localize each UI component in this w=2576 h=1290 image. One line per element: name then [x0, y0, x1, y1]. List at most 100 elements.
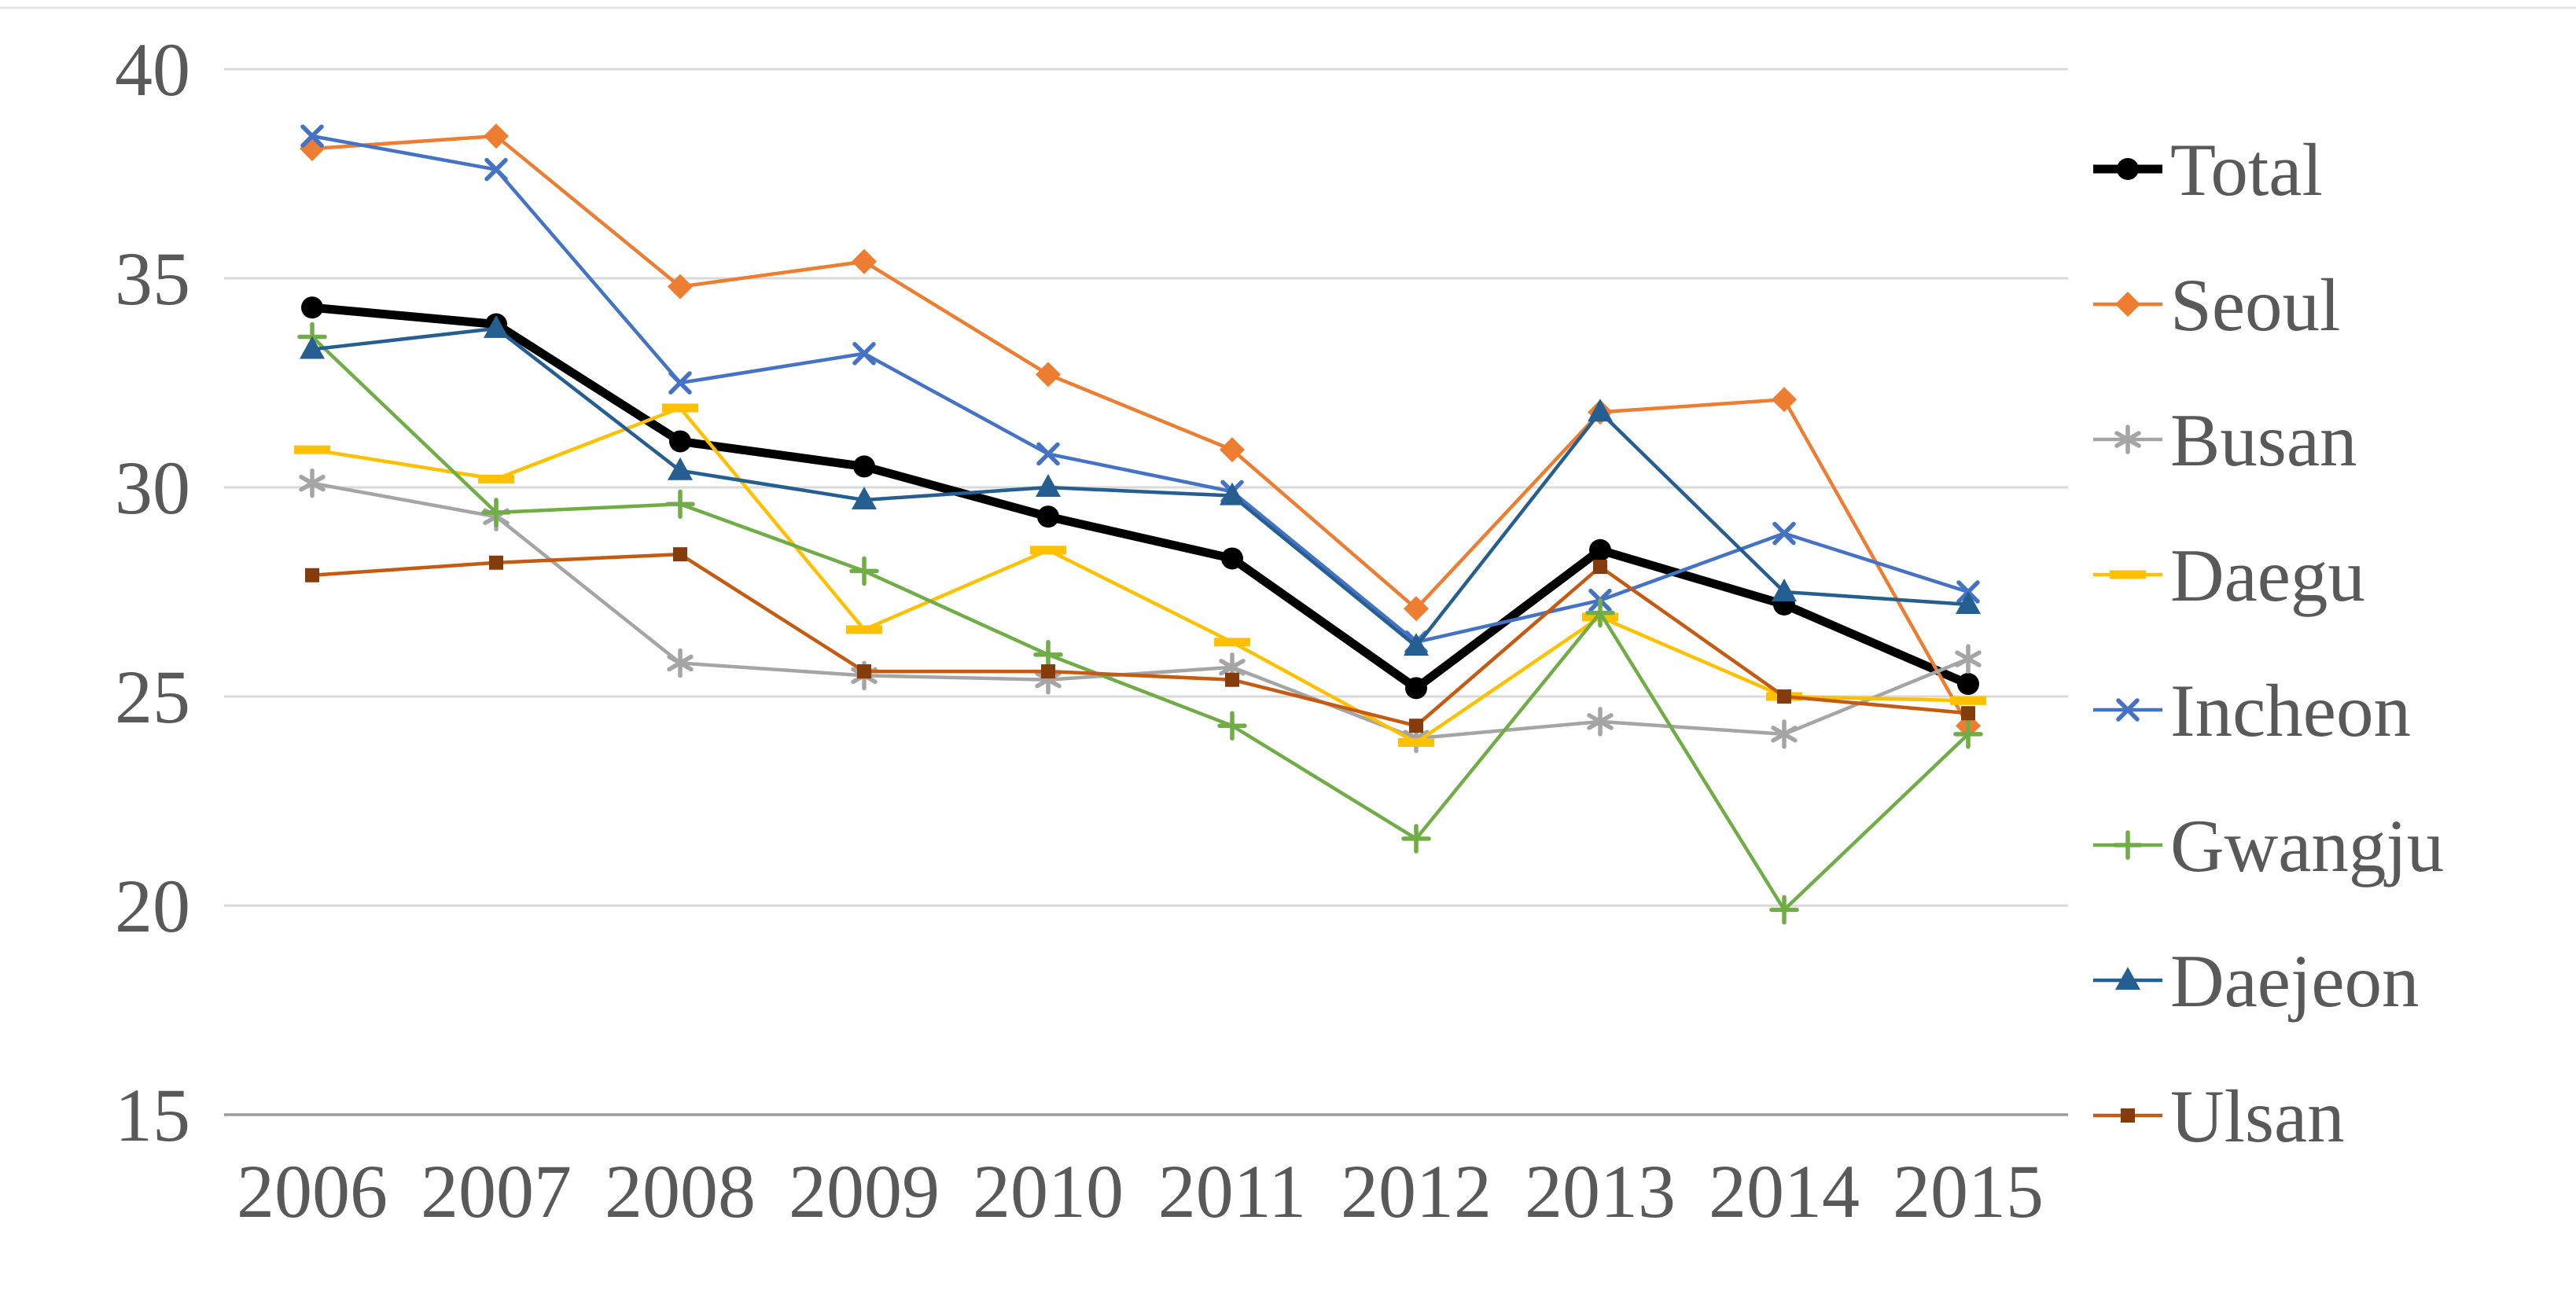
series-line-daegu	[310, 406, 1971, 744]
series-incheon	[300, 124, 1980, 654]
marker	[1036, 474, 1061, 497]
marker	[484, 123, 509, 149]
y-tick-label: 35	[115, 237, 190, 321]
x-tick-label: 2007	[421, 1149, 572, 1233]
marker	[1961, 706, 1975, 721]
marker	[1035, 671, 1062, 689]
marker	[300, 136, 325, 162]
marker	[1771, 726, 1798, 743]
marker	[1593, 560, 1607, 575]
legend-item-busan: Busan	[2093, 399, 2357, 482]
x-tick-label: 2006	[237, 1149, 388, 1233]
series-line-seoul	[310, 134, 1971, 728]
marker	[667, 654, 694, 672]
marker	[1220, 482, 1245, 505]
marker	[301, 296, 323, 319]
y-tick-label: 15	[115, 1073, 190, 1157]
series-line-daejeon	[310, 326, 1971, 649]
x-tick-label: 2014	[1709, 1149, 1860, 1233]
marker	[2117, 158, 2139, 180]
marker	[1956, 590, 1981, 614]
marker	[1030, 546, 1066, 555]
legend-label-daegu: Daegu	[2170, 534, 2365, 617]
legend-item-daegu: Daegu	[2093, 534, 2365, 617]
marker	[1588, 399, 1613, 422]
legend-label-gwangju: Gwangju	[2170, 804, 2444, 888]
legend-item-gwangju: Gwangju	[2093, 804, 2444, 888]
marker	[852, 486, 877, 509]
x-tick-label: 2009	[789, 1149, 940, 1233]
legend: Total Seoul Busan Daegu Incheon Gwangju Daejeo…	[2093, 128, 2444, 1158]
legend-item-ulsan: Ulsan	[2093, 1075, 2345, 1158]
marker	[1772, 579, 1797, 601]
marker	[478, 474, 514, 483]
x-tick-label: 2013	[1525, 1149, 1676, 1233]
legend-label-seoul: Seoul	[2170, 263, 2340, 347]
legend-label-daejeon: Daejeon	[2170, 939, 2420, 1023]
marker	[1405, 677, 1427, 700]
marker	[668, 371, 692, 395]
series-total	[301, 296, 1979, 700]
y-tick-label: 25	[115, 655, 190, 739]
series-daejeon	[300, 314, 1981, 656]
marker	[484, 157, 508, 182]
marker	[1772, 521, 1796, 546]
series-seoul	[300, 123, 1981, 739]
marker	[299, 474, 326, 492]
marker	[1225, 672, 1239, 687]
marker	[484, 314, 509, 338]
marker	[1589, 538, 1611, 561]
marker	[294, 445, 330, 454]
marker	[1950, 696, 1986, 705]
marker	[669, 430, 691, 453]
legend-item-seoul: Seoul	[2093, 263, 2340, 347]
marker	[2114, 431, 2141, 448]
marker	[1409, 719, 1423, 733]
marker	[1957, 673, 1979, 696]
marker	[1219, 659, 1246, 676]
marker	[1772, 387, 1797, 413]
marker	[300, 336, 325, 359]
series-busan	[299, 468, 1982, 753]
y-axis: 40 35 30 25 20 15	[115, 28, 190, 1157]
marker	[1587, 713, 1614, 730]
y-tick-label: 20	[115, 864, 190, 948]
marker	[662, 403, 698, 413]
legend-label-busan: Busan	[2170, 399, 2357, 482]
marker	[2115, 292, 2140, 317]
marker	[1036, 362, 1061, 388]
marker	[846, 625, 882, 634]
series-line-incheon	[310, 134, 1971, 645]
x-tick-label: 2015	[1893, 1149, 2044, 1233]
marker	[2121, 1108, 2135, 1123]
marker	[2116, 698, 2140, 722]
x-tick-label: 2010	[973, 1149, 1124, 1233]
legend-label-ulsan: Ulsan	[2170, 1075, 2345, 1158]
marker	[2115, 967, 2140, 990]
legend-label-incheon: Incheon	[2170, 669, 2411, 752]
series-line-total	[307, 303, 1973, 693]
legend-label-total: Total	[2170, 128, 2323, 211]
marker	[1037, 505, 1059, 528]
y-tick-label: 40	[115, 28, 190, 112]
series-line-ulsan	[310, 552, 1971, 728]
marker	[852, 342, 876, 366]
marker	[857, 664, 871, 679]
gridlines	[224, 68, 2068, 1116]
series-line-gwangju	[310, 335, 1971, 912]
marker	[852, 248, 877, 274]
x-tick-label: 2011	[1158, 1149, 1306, 1233]
series-ulsan	[305, 547, 1975, 733]
legend-item-daejeon: Daejeon	[2093, 939, 2420, 1023]
marker	[2110, 570, 2146, 579]
marker	[1036, 442, 1060, 466]
marker	[1955, 650, 1982, 667]
marker	[668, 274, 693, 300]
marker	[305, 568, 319, 583]
marker	[489, 555, 503, 570]
marker	[1220, 437, 1245, 463]
marker	[1404, 596, 1429, 622]
marker	[1777, 689, 1791, 704]
